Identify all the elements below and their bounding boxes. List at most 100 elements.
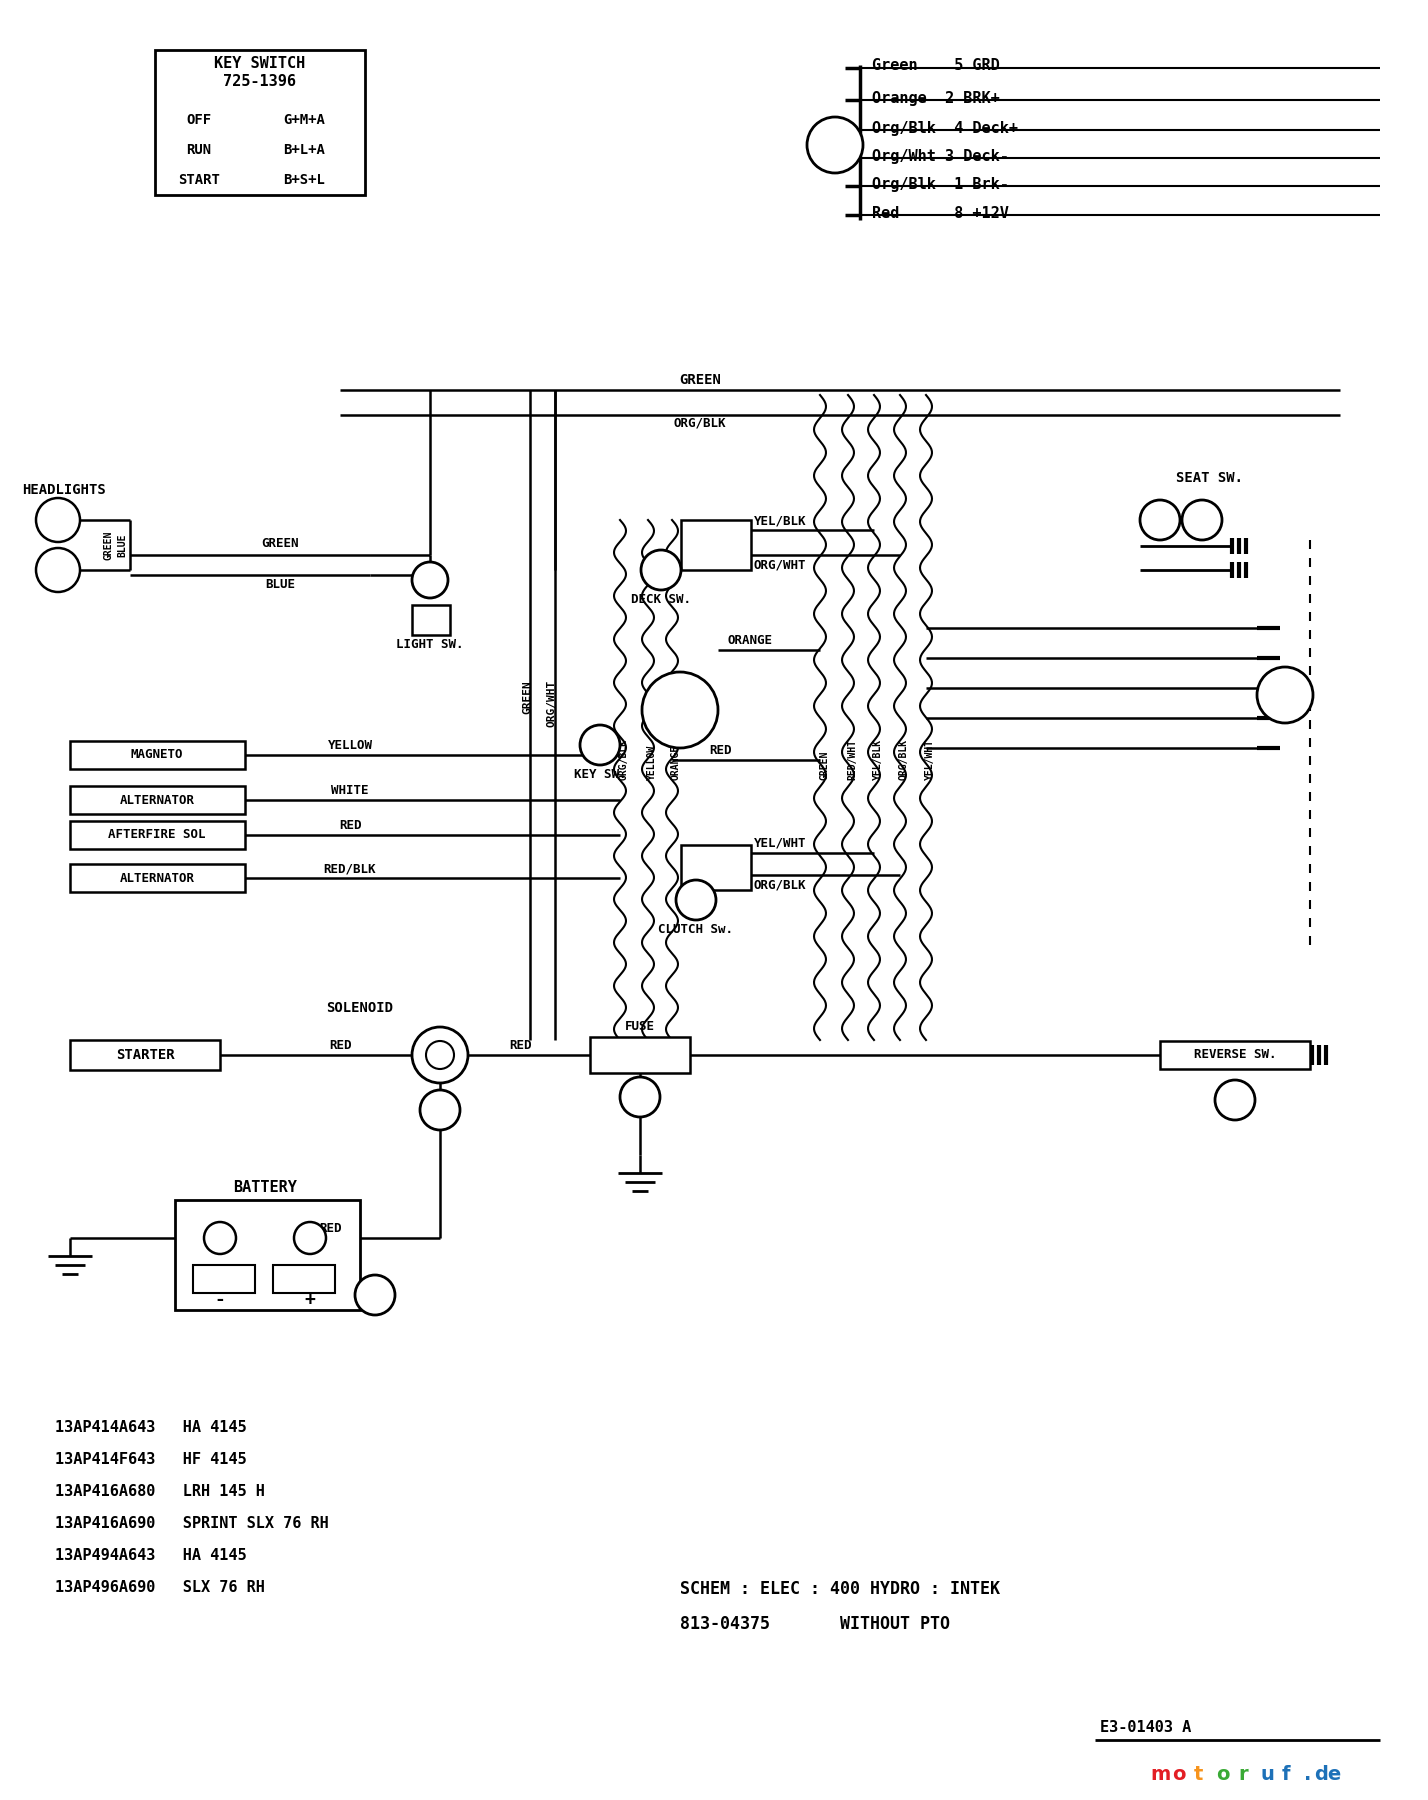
Text: ORANGE: ORANGE	[671, 745, 681, 779]
Text: SOLENOID: SOLENOID	[327, 1001, 394, 1015]
Circle shape	[36, 499, 80, 542]
Text: 6: 6	[691, 891, 701, 909]
Circle shape	[580, 725, 620, 765]
Text: G+M+A: G+M+A	[283, 113, 326, 128]
Text: YELLOW: YELLOW	[647, 745, 657, 779]
Text: o: o	[1217, 1766, 1230, 1784]
Text: A: A	[1279, 686, 1291, 704]
Text: GREEN: GREEN	[103, 531, 113, 560]
Text: ALTERNATOR: ALTERNATOR	[120, 794, 194, 806]
Text: 9: 9	[1230, 1091, 1240, 1109]
Circle shape	[1215, 1080, 1255, 1120]
Circle shape	[413, 562, 448, 598]
Text: ORG/BLK: ORG/BLK	[674, 418, 727, 430]
Text: 813-04375: 813-04375	[680, 1615, 770, 1633]
Text: 1: 1	[595, 736, 605, 754]
Circle shape	[643, 671, 718, 749]
Text: Green    5 GRD: Green 5 GRD	[873, 58, 1000, 74]
Circle shape	[675, 880, 715, 920]
Bar	[70, 1040, 220, 1069]
Text: ORG/BLK: ORG/BLK	[754, 878, 807, 891]
Text: DECK SW.: DECK SW.	[631, 592, 691, 607]
Text: B+S+L: B+S+L	[283, 173, 326, 187]
Text: 3: 3	[426, 572, 434, 587]
Circle shape	[36, 547, 80, 592]
Text: MAGNETO: MAGNETO	[131, 749, 183, 761]
Text: GREEN: GREEN	[820, 751, 830, 779]
Text: RED: RED	[318, 1222, 341, 1235]
Text: +: +	[304, 1228, 316, 1247]
Text: STARTER: STARTER	[116, 1048, 174, 1062]
Text: m: m	[1150, 1766, 1171, 1784]
Text: RED/WHT: RED/WHT	[847, 738, 857, 779]
Text: SB: SB	[673, 693, 687, 704]
Text: ALTERNATOR: ALTERNATOR	[120, 871, 194, 884]
Text: -: -	[214, 1228, 226, 1247]
Text: 13AP416A680   LRH 145 H: 13AP416A680 LRH 145 H	[56, 1483, 264, 1499]
Text: 13AP414F643   HF 4145: 13AP414F643 HF 4145	[56, 1453, 247, 1467]
Text: YEL/WHT: YEL/WHT	[754, 837, 807, 850]
Text: 13AP494A643   HA 4145: 13AP494A643 HA 4145	[56, 1548, 247, 1562]
Circle shape	[641, 551, 681, 590]
Circle shape	[1140, 500, 1180, 540]
Text: RUN: RUN	[187, 142, 211, 157]
Text: RED: RED	[338, 819, 361, 832]
Bar	[70, 787, 246, 814]
Text: KEY SWITCH: KEY SWITCH	[214, 56, 306, 70]
Text: START: START	[178, 173, 220, 187]
Bar	[413, 605, 450, 635]
Text: BLUE: BLUE	[117, 533, 127, 556]
Bar	[70, 821, 246, 850]
Text: AFTERFIRE SOL: AFTERFIRE SOL	[109, 828, 206, 842]
Text: f: f	[1282, 1766, 1291, 1784]
Text: o: o	[1172, 1766, 1185, 1784]
Text: GREEN: GREEN	[523, 680, 533, 715]
Text: WITHOUT PTO: WITHOUT PTO	[840, 1615, 950, 1633]
Text: 7: 7	[436, 1102, 446, 1120]
Text: Org/Blk  1 Brk-: Org/Blk 1 Brk-	[873, 176, 1008, 191]
Bar	[681, 520, 751, 571]
Text: RED: RED	[328, 1039, 351, 1051]
Bar	[193, 1265, 256, 1292]
Text: t: t	[1194, 1766, 1204, 1784]
Bar	[590, 1037, 690, 1073]
Text: 13AP414A643   HA 4145: 13AP414A643 HA 4145	[56, 1420, 247, 1435]
Text: LIGHT SW.: LIGHT SW.	[396, 637, 464, 652]
Text: +: +	[304, 1291, 316, 1309]
Text: RED: RED	[508, 1039, 531, 1051]
Circle shape	[420, 1091, 460, 1130]
Text: 4: 4	[1155, 511, 1165, 529]
Text: ORG/BLK: ORG/BLK	[900, 738, 910, 779]
Text: M+G: M+G	[670, 707, 690, 716]
Text: WHITE: WHITE	[331, 785, 368, 797]
Text: REVERSE SW.: REVERSE SW.	[1194, 1048, 1277, 1062]
Text: -: -	[214, 1291, 226, 1309]
Text: Red      8 +12V: Red 8 +12V	[873, 205, 1008, 221]
Text: OFF: OFF	[187, 113, 211, 128]
Text: YEL/WHT: YEL/WHT	[925, 738, 935, 779]
Bar	[156, 50, 366, 194]
Text: RED: RED	[708, 743, 731, 758]
Bar	[70, 864, 246, 893]
Text: ORG/WHT: ORG/WHT	[547, 680, 557, 727]
Text: u: u	[1259, 1766, 1274, 1784]
Text: 2: 2	[655, 562, 665, 580]
Text: SEAT SW.: SEAT SW.	[1177, 472, 1244, 484]
Circle shape	[413, 1028, 468, 1084]
Text: FUSE: FUSE	[625, 1021, 655, 1033]
Text: HEADLIGHTS: HEADLIGHTS	[21, 482, 106, 497]
Text: 13AP416A690   SPRINT SLX 76 RH: 13AP416A690 SPRINT SLX 76 RH	[56, 1516, 328, 1532]
Bar	[176, 1201, 360, 1310]
Text: r: r	[1238, 1766, 1248, 1784]
Text: CLUTCH Sw.: CLUTCH Sw.	[658, 923, 734, 936]
Text: .: .	[1304, 1766, 1311, 1784]
Text: YEL/BLK: YEL/BLK	[754, 515, 807, 527]
Circle shape	[204, 1222, 236, 1255]
Text: KEY SW.: KEY SW.	[574, 769, 627, 781]
Text: Orange  2 BRK+: Orange 2 BRK+	[873, 90, 1000, 106]
Text: RED/BLK: RED/BLK	[324, 862, 376, 875]
Text: BATTERY: BATTERY	[233, 1181, 297, 1195]
Text: ORG/BLK: ORG/BLK	[618, 738, 628, 779]
Text: B+L+A: B+L+A	[283, 142, 326, 157]
Text: AL: AL	[673, 722, 687, 731]
